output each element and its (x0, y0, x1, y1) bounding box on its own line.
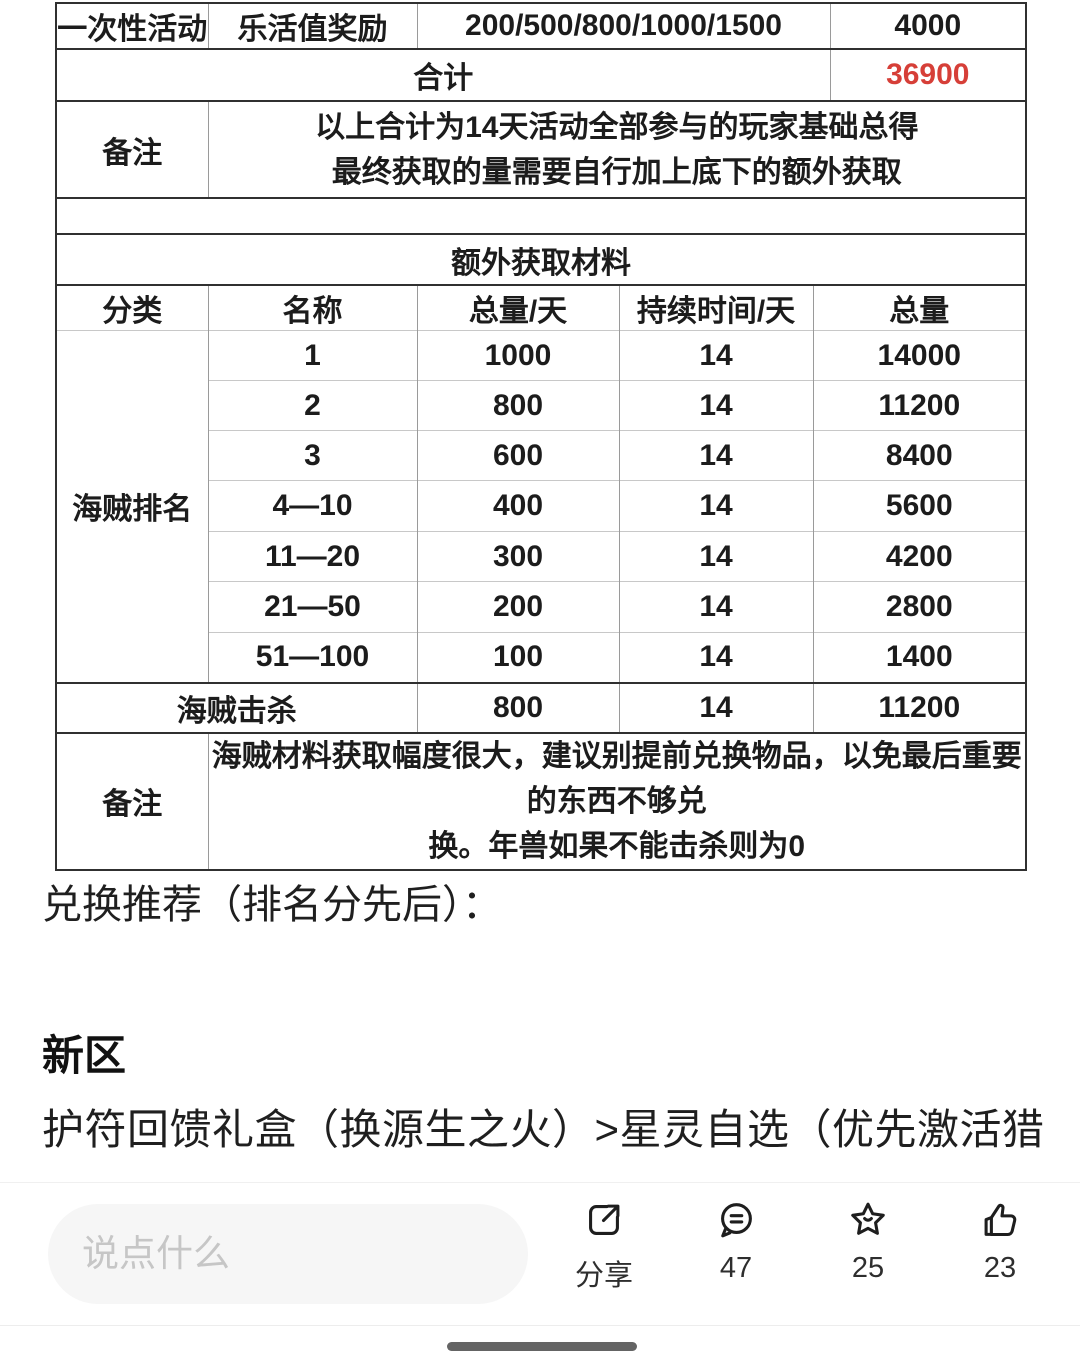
cell: 400 (416, 480, 619, 532)
table-row: 4—10 400 14 5600 (56, 480, 1027, 532)
cell: 14 (618, 430, 813, 481)
cell: 14 (618, 632, 813, 683)
recommend-heading: 兑换推荐（排名分先后）： (42, 883, 502, 927)
collect-count: 25 (851, 1252, 885, 1284)
table-row-empty (56, 197, 1027, 234)
cell: 800 (416, 681, 619, 733)
table-row: 2 800 14 11200 (56, 380, 1027, 431)
comment-input[interactable] (48, 1204, 528, 1304)
cell: 3 (207, 430, 417, 481)
table-row: 11—20 300 14 4200 (56, 531, 1027, 582)
like-count: 23 (983, 1252, 1017, 1284)
cell: 11200 (812, 380, 1027, 431)
cell: 14 (618, 681, 813, 733)
rewards-table: 一次性活动 乐活值奖励 200/500/800/1000/1500 4000 合… (55, 2, 1028, 871)
cell: 4—10 (207, 480, 417, 532)
cell: 51—100 (207, 632, 417, 683)
header-cell: 总量/天 (416, 284, 619, 331)
table-header-row: 分类 名称 总量/天 持续时间/天 总量 (56, 284, 1027, 331)
table-row: 海贼排名 1 1000 14 14000 (56, 330, 1027, 683)
cell: 4000 (829, 3, 1027, 49)
cell: 14 (618, 581, 813, 633)
thumbs-up-icon (984, 1203, 1017, 1237)
cell: 1400 (812, 632, 1027, 683)
divider (0, 1325, 1080, 1326)
cell: 14000 (812, 330, 1027, 381)
table-row-title: 额外获取材料 (56, 233, 1027, 285)
cell: 8400 (812, 430, 1027, 481)
cell: 200/500/800/1000/1500 (416, 3, 831, 49)
note-line: 海贼材料获取幅度很大，建议别提前兑换物品，以免最后重要的东西不够兑 (211, 739, 1022, 818)
share-icon (589, 1204, 620, 1235)
cell: 海贼击杀 (56, 681, 417, 733)
home-indicator[interactable] (447, 1342, 637, 1351)
note-line: 最终获取的量需要自行加上底下的额外获取 (331, 155, 902, 189)
header-cell: 总量 (812, 284, 1027, 331)
cell: 2800 (812, 581, 1027, 633)
cell: 14 (618, 380, 813, 431)
header-cell: 持续时间/天 (618, 284, 813, 331)
cell: 600 (416, 430, 619, 481)
share-button[interactable]: 分享 (552, 1197, 656, 1327)
cell: 11—20 (207, 531, 417, 582)
header-cell: 分类 (56, 284, 208, 331)
table-row-kill: 海贼击杀 800 14 11200 (56, 681, 1027, 733)
comment-icon (721, 1203, 752, 1238)
collect-button[interactable]: 25 (816, 1197, 920, 1327)
note-text: 海贼材料获取幅度很大，建议别提前兑换物品，以免最后重要的东西不够兑 换。年兽如果… (207, 731, 1027, 870)
cell: 乐活值奖励 (207, 3, 417, 49)
body-text-line: 护符回馈礼盒（换源生之火）>星灵自选（优先激活猎 (42, 1106, 1045, 1153)
table-row: 21—50 200 14 2800 (56, 581, 1027, 633)
total-value: 36900 (829, 48, 1027, 101)
comment-count: 47 (719, 1252, 753, 1284)
cell: 2 (207, 380, 417, 431)
header-cell: 名称 (207, 284, 417, 331)
rank-group-label: 海贼排名 (56, 330, 208, 683)
cell: 一次性活动 (57, 13, 208, 46)
cell: 1 (207, 330, 417, 381)
cell: 200 (416, 581, 619, 633)
cell: 11200 (812, 681, 1027, 733)
note-line: 换。年兽如果不能击杀则为0 (428, 829, 806, 863)
table-row-note: 备注 以上合计为14天活动全部参与的玩家基础总得 最终获取的量需要自行加上底下的… (56, 100, 1027, 198)
section-title-cell: 额外获取材料 (56, 233, 1027, 285)
total-label: 合计 (56, 48, 831, 101)
table-row: 51—100 100 14 1400 (56, 632, 1027, 683)
comment-button[interactable]: 47 (684, 1197, 788, 1327)
action-bar: 分享 47 25 (552, 1197, 1052, 1327)
note-label: 备注 (56, 100, 208, 198)
table-row: 一次性活动 乐活值奖励 200/500/800/1000/1500 4000 (56, 3, 1027, 49)
cell: 300 (416, 531, 619, 582)
cell: 21—50 (207, 581, 417, 633)
cell: 4200 (812, 531, 1027, 582)
cell: 14 (618, 480, 813, 532)
table-row-note: 备注 海贼材料获取幅度很大，建议别提前兑换物品，以免最后重要的东西不够兑 换。年… (56, 731, 1027, 870)
share-label: 分享 (574, 1260, 633, 1292)
note-text: 以上合计为14天活动全部参与的玩家基础总得 最终获取的量需要自行加上底下的额外获… (207, 100, 1027, 198)
star-icon (851, 1202, 885, 1235)
cell: 5600 (812, 480, 1027, 532)
table-row: 3 600 14 8400 (56, 430, 1027, 481)
empty-cell (56, 197, 1027, 234)
note-line: 以上合计为14天活动全部参与的玩家基础总得 (315, 110, 919, 144)
cell: 14 (618, 531, 813, 582)
cell: 100 (416, 632, 619, 683)
note-label: 备注 (56, 731, 208, 870)
cell: 800 (416, 380, 619, 431)
like-button[interactable]: 23 (948, 1197, 1052, 1327)
cell: 14 (618, 330, 813, 381)
cell: 1000 (416, 330, 619, 381)
comment-bar: 分享 47 25 (0, 1182, 1080, 1366)
section-heading-new-server: 新区 (42, 1032, 127, 1079)
table-row-total: 合计 36900 (56, 48, 1027, 101)
